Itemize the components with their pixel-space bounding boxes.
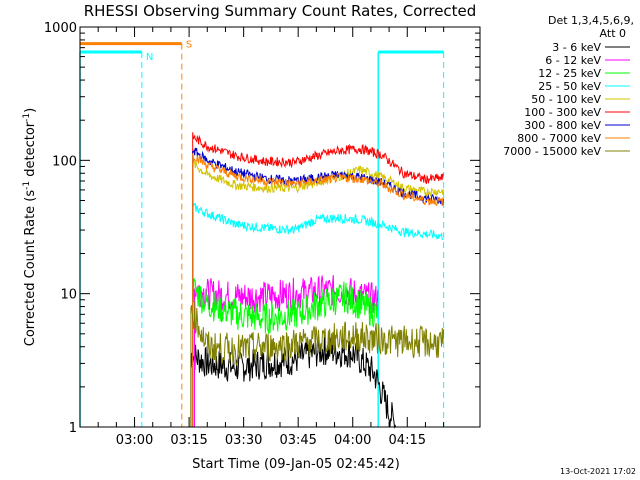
y-axis-label: Corrected Count Rate (s-1 detector-1) — [22, 108, 38, 346]
legend-label: 6 - 12 keV — [545, 54, 601, 67]
x-tick-label: 03:00 — [116, 433, 153, 448]
legend-label: 800 - 7000 keV — [517, 132, 601, 145]
legend-label: 25 - 50 keV — [538, 80, 601, 93]
y-tick-label: 1000 — [44, 21, 77, 36]
x-tick-label: 03:15 — [170, 433, 207, 448]
legend-label: 300 - 800 keV — [524, 119, 601, 132]
y-tick-label: 100 — [52, 154, 77, 169]
chart-title: RHESSI Observing Summary Count Rates, Co… — [84, 2, 477, 20]
night-label: N — [146, 52, 153, 63]
legend-label: 100 - 300 keV — [524, 106, 601, 119]
night-saa-annotations: NS — [79, 40, 445, 427]
y-tick-label: 10 — [60, 288, 77, 303]
timestamp: 13-Oct-2021 17:02 — [560, 467, 636, 476]
legend-detectors: Det 1,3,4,5,6,9, — [548, 14, 634, 27]
series-line — [192, 153, 444, 427]
legend-attenuator: Att 0 — [600, 27, 626, 40]
legend-label: 7000 - 15000 keV — [503, 145, 601, 158]
legend-label: 3 - 6 keV — [552, 41, 601, 54]
y-tick-label: 1 — [69, 421, 77, 436]
x-tick-label: 03:45 — [279, 433, 316, 448]
x-axis-label: Start Time (09-Jan-05 02:45:42) — [192, 457, 400, 472]
x-tick-label: 03:30 — [225, 433, 262, 448]
series-lines — [190, 132, 445, 429]
series-line — [190, 300, 445, 427]
series-line — [190, 335, 397, 429]
x-tick-label: 04:15 — [389, 433, 426, 448]
x-axis: 03:00 03:15 03:30 03:45 04:00 04:15 — [97, 27, 445, 448]
saa-label: S — [186, 40, 192, 51]
y-axis: 1 10 100 1000 — [44, 21, 480, 436]
series-line — [192, 278, 379, 427]
legend-label: 50 - 100 keV — [531, 93, 601, 106]
series-line — [192, 132, 444, 427]
legend-label: 12 - 25 keV — [538, 67, 601, 80]
x-tick-label: 04:00 — [334, 433, 371, 448]
series-line — [192, 202, 444, 427]
